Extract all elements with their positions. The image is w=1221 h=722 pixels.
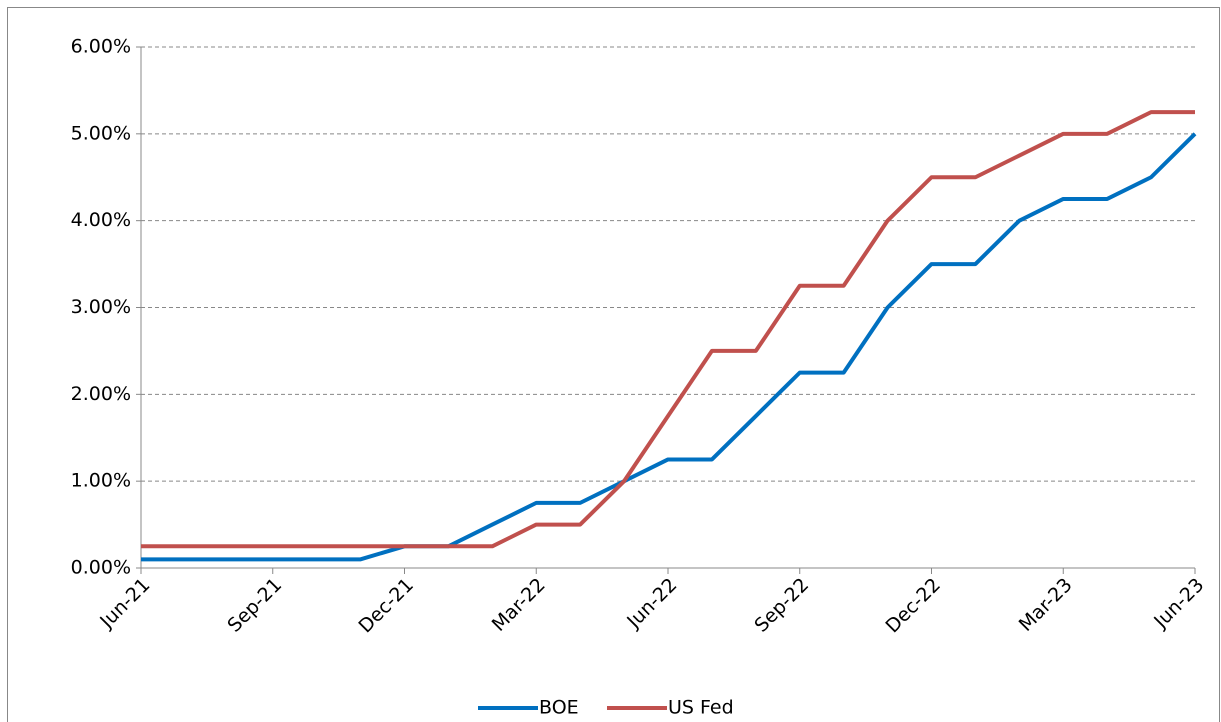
x-tick-label: Jun-21: [95, 574, 154, 633]
series-line: [141, 110, 1195, 549]
series-line: [141, 132, 1197, 562]
x-tick-label: Dec-21: [354, 574, 418, 638]
y-tick-label: 4.00%: [71, 209, 131, 231]
y-tick-label: 6.00%: [71, 36, 131, 58]
y-tick-label: 2.00%: [71, 383, 131, 405]
x-tick-label: Dec-22: [881, 574, 945, 638]
y-tick-label: 3.00%: [71, 296, 131, 318]
y-tick-label: 5.00%: [71, 122, 131, 144]
legend-label: BOE: [539, 697, 579, 719]
y-tick-label: 1.00%: [71, 470, 131, 492]
x-tick-label: Mar-23: [1015, 574, 1077, 636]
x-tick-label: Mar-22: [488, 574, 550, 636]
x-tick-label: Sep-22: [750, 574, 813, 637]
y-tick-label: 0.00%: [71, 557, 131, 579]
x-tick-label: Jun-22: [622, 574, 681, 633]
chart-border: [7, 7, 1220, 722]
legend-label: US Fed: [668, 697, 734, 719]
x-tick-label: Sep-21: [223, 574, 286, 637]
x-tick-label: Jun-23: [1149, 574, 1208, 633]
